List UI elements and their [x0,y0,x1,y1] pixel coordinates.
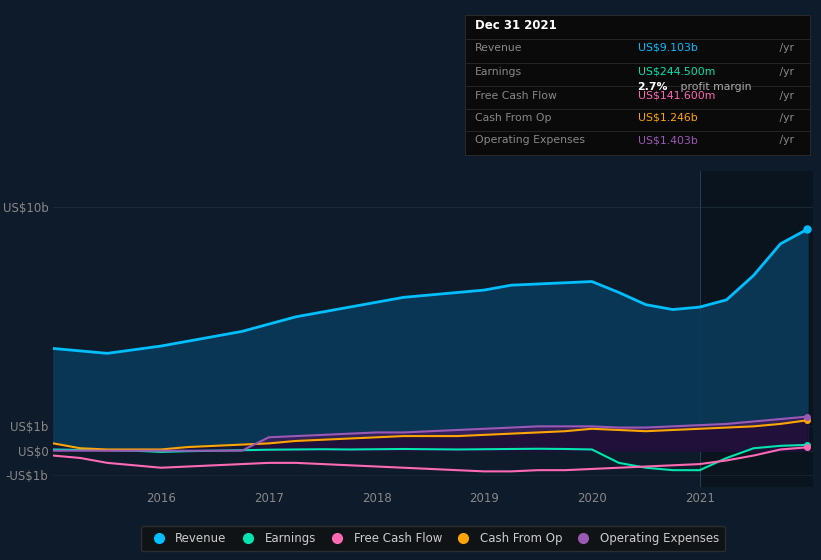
Text: US$141.600m: US$141.600m [637,91,715,101]
Text: Free Cash Flow: Free Cash Flow [475,91,557,101]
Text: /yr: /yr [776,67,794,77]
Text: US$9.103b: US$9.103b [637,43,697,53]
Text: Earnings: Earnings [475,67,522,77]
Text: Revenue: Revenue [475,43,523,53]
Text: /yr: /yr [776,43,794,53]
Text: US$1.403b: US$1.403b [637,136,697,146]
Text: US$1.246b: US$1.246b [637,113,697,123]
Text: Operating Expenses: Operating Expenses [475,136,585,146]
Text: /yr: /yr [776,91,794,101]
Text: profit margin: profit margin [677,82,752,92]
Text: /yr: /yr [776,113,794,123]
Text: Dec 31 2021: Dec 31 2021 [475,19,557,32]
Text: 2.7%: 2.7% [637,82,668,92]
Text: /yr: /yr [776,136,794,146]
Text: US$244.500m: US$244.500m [637,67,715,77]
Text: Cash From Op: Cash From Op [475,113,552,123]
Legend: Revenue, Earnings, Free Cash Flow, Cash From Op, Operating Expenses: Revenue, Earnings, Free Cash Flow, Cash … [141,526,725,551]
Bar [699,171,819,487]
